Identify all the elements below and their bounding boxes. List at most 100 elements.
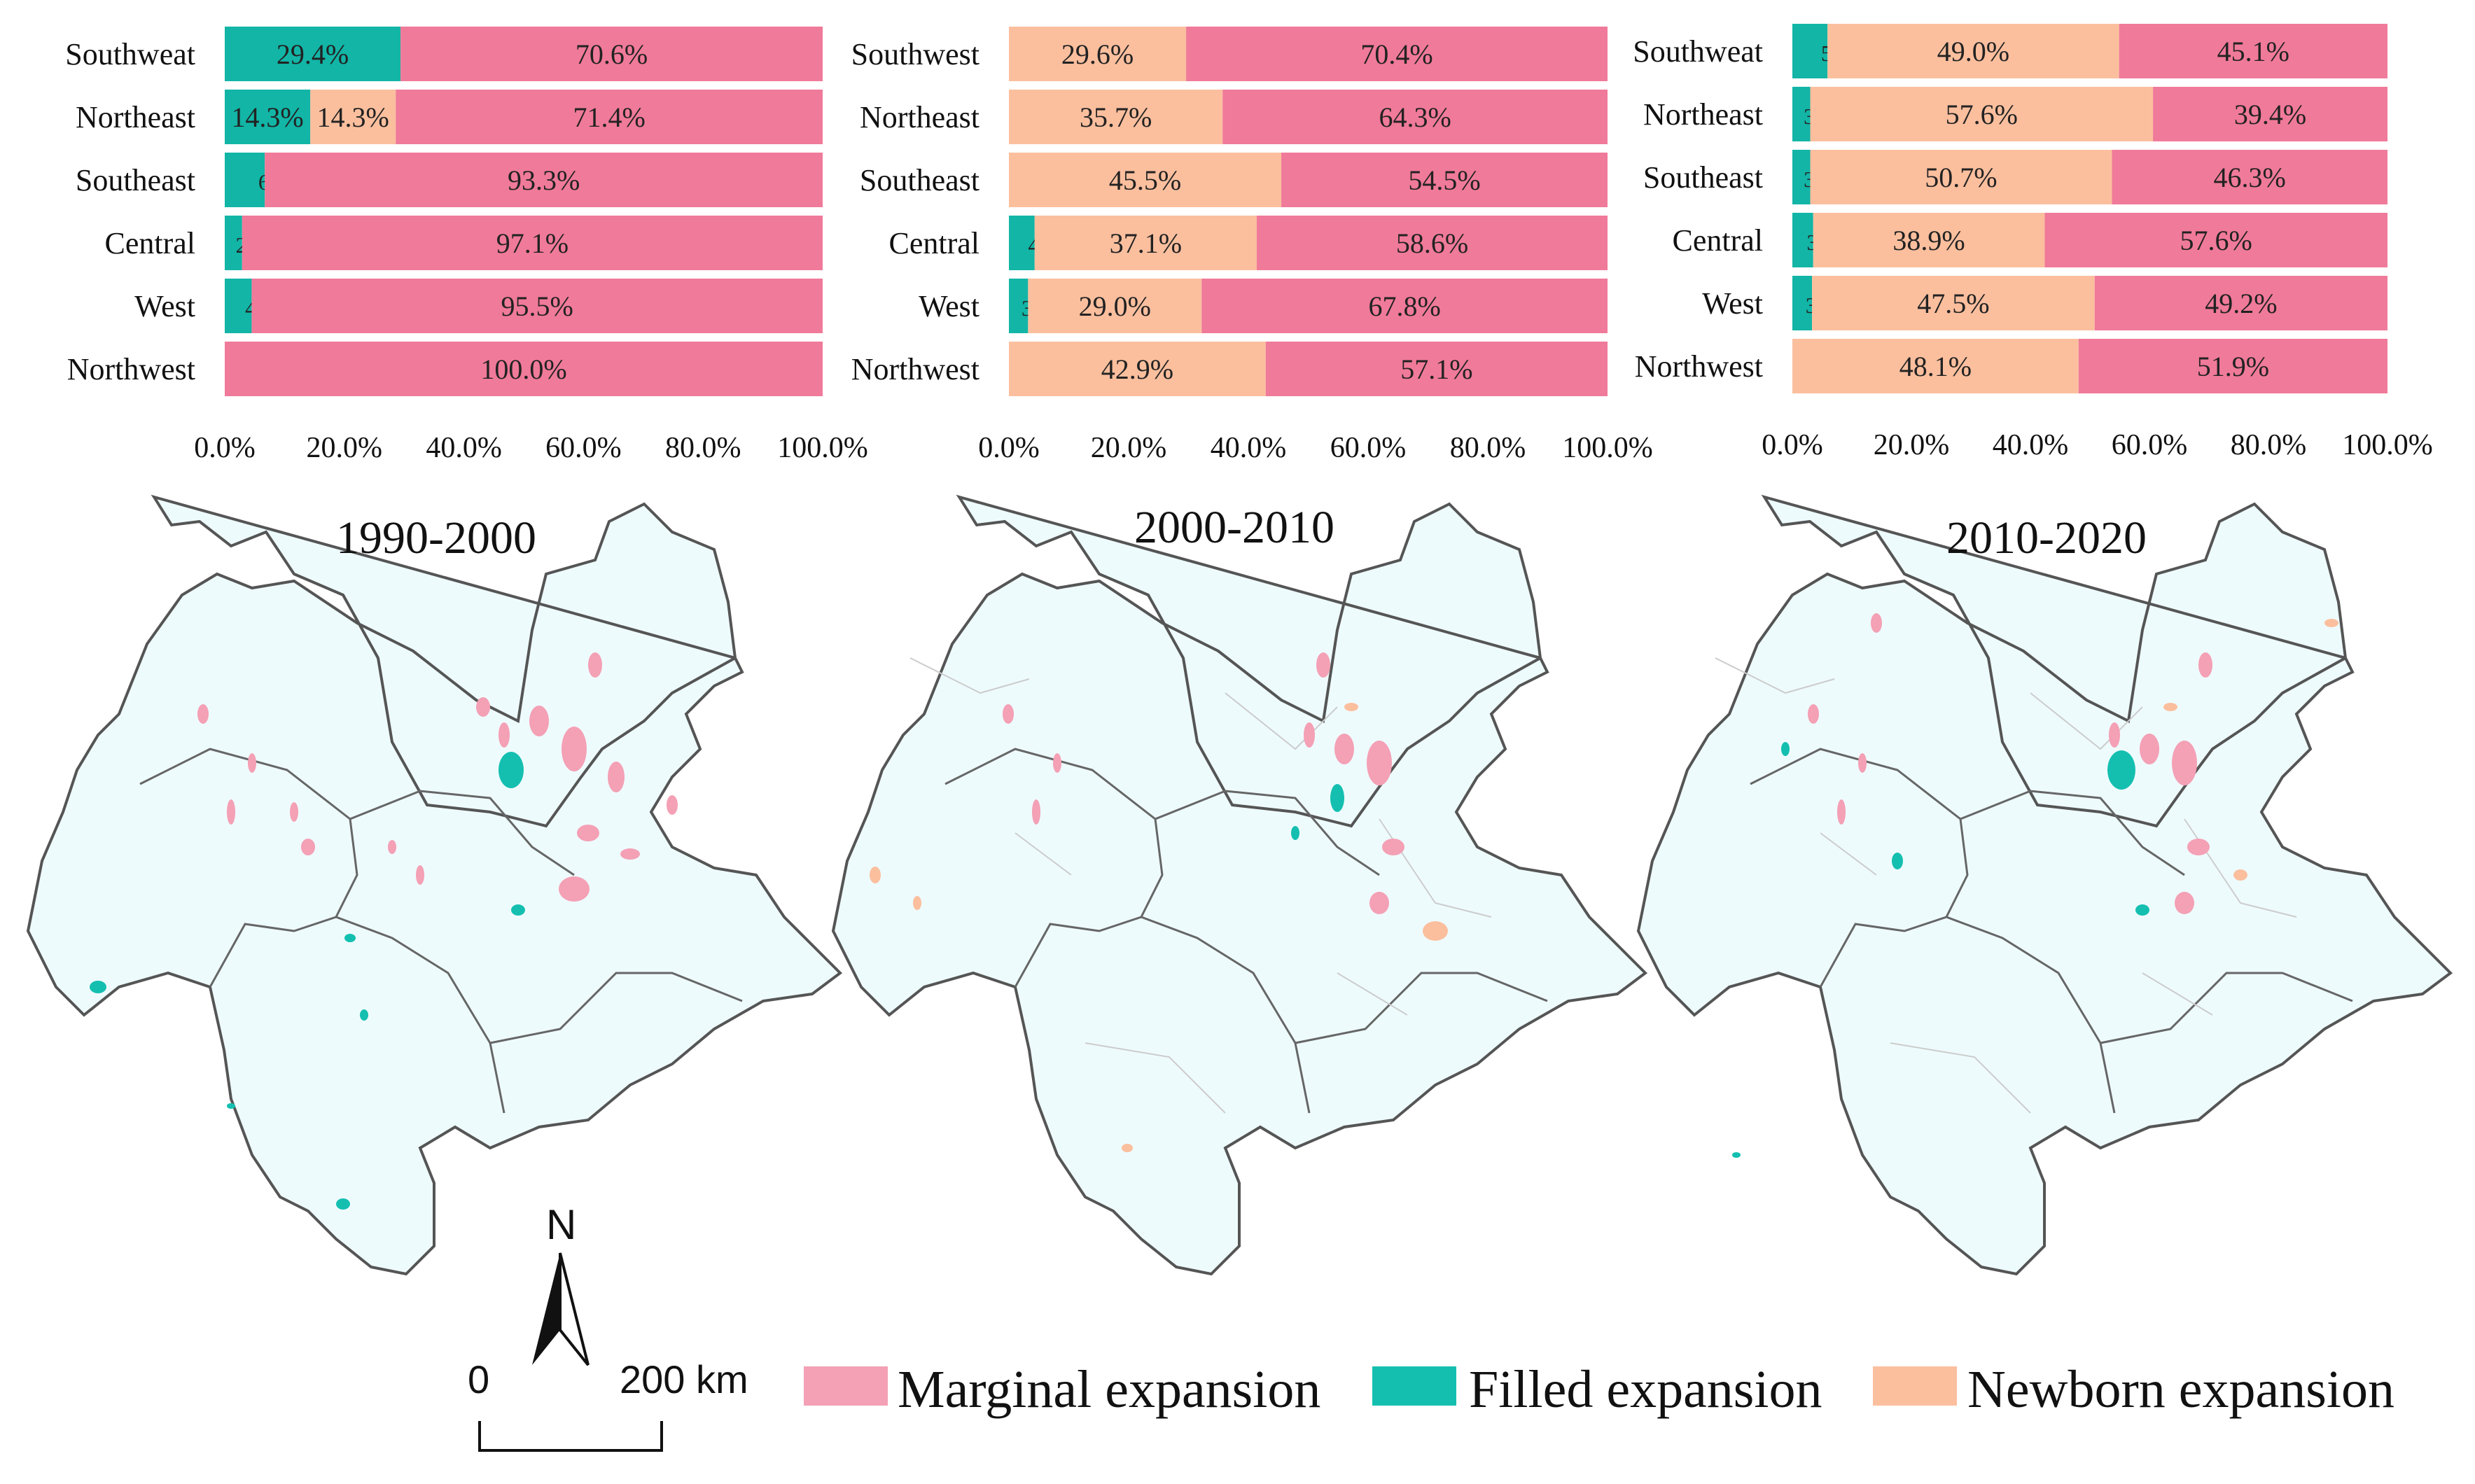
tick-label: 40.0% (426, 432, 502, 464)
category-label: Northwest (67, 352, 195, 386)
bar-segment-filled-expansion (225, 153, 265, 207)
tick-label: 80.0% (1450, 432, 1526, 464)
bar-segment-filled-expansion (1792, 87, 1811, 141)
category-label: Central (104, 226, 195, 260)
data-label: 45.5% (1109, 164, 1181, 196)
data-label: 58.6% (1396, 227, 1468, 259)
tick-label: 20.0% (307, 432, 383, 464)
data-label: 57.1% (1400, 354, 1472, 385)
bar-segment-newborn-expansion (1810, 87, 2154, 141)
inner-borders (1750, 748, 2353, 1114)
data-label: 37.1% (1110, 227, 1182, 259)
yunnan-outline (1636, 494, 2453, 1276)
category-label: Central (888, 226, 979, 260)
north-label: N (546, 1201, 576, 1248)
tick-label: 80.0% (2231, 429, 2307, 461)
yunnan-outline (26, 494, 843, 1276)
bar-segment-newborn-expansion (1028, 279, 1202, 333)
bar-segment-filled-expansion (225, 216, 242, 270)
bar-segment-marginal-expansion (1222, 90, 1608, 144)
bar-segment-marginal-expansion (2078, 339, 2387, 393)
bar-segment-newborn-expansion (1827, 24, 2119, 78)
bar-segment-marginal-expansion (396, 90, 823, 144)
bar-segment-marginal-expansion (2119, 24, 2387, 78)
scale-bar: 0 200 km (468, 1357, 748, 1452)
data-label: 14.3% (317, 102, 389, 133)
bar-segment-filled-expansion (1792, 150, 1811, 204)
bar-segment-filled-expansion (225, 279, 252, 333)
category-label: Southwest (851, 37, 979, 71)
data-label: 39.4% (2234, 99, 2306, 130)
data-label: 54.5% (1408, 164, 1480, 196)
category-label: West (919, 289, 979, 323)
bar-segment-marginal-expansion (1265, 342, 1608, 396)
tick-label: 20.0% (1874, 429, 1950, 461)
inner-borders (139, 748, 743, 1114)
category-label: Southeast (76, 163, 195, 197)
category-label: Northeast (860, 100, 979, 134)
data-label: 97.1% (496, 227, 569, 259)
bar-segment-filled-expansion (1009, 216, 1035, 270)
data-label: 57.6% (2180, 225, 2252, 256)
county-borders (909, 657, 1492, 1114)
tick-label: 60.0% (1330, 432, 1407, 464)
bar-segment-marginal-expansion (225, 342, 823, 396)
bar-segment-marginal-expansion (242, 216, 823, 270)
legend-label-marginal: Marginal expansion (898, 1360, 1320, 1419)
category-label: Southweat (65, 37, 195, 71)
bar-segment-filled-expansion (225, 90, 311, 144)
bar-segment-marginal-expansion (2112, 150, 2387, 204)
north-arrow-right-icon (559, 1252, 590, 1366)
tick-label: 60.0% (545, 432, 622, 464)
data-label: 29.0% (1079, 290, 1151, 322)
expansion-patches (1732, 613, 2338, 1158)
category-label: Southweat (1633, 34, 1763, 69)
data-label: 46.3% (2214, 162, 2286, 193)
tick-label: 60.0% (2112, 429, 2188, 461)
legend-swatch-filled (1372, 1366, 1456, 1406)
data-label: 45.1% (2217, 36, 2289, 67)
bar-segment-filled-expansion (1792, 213, 1813, 267)
bar-segment-newborn-expansion (1009, 153, 1282, 207)
bar-segment-newborn-expansion (1009, 90, 1223, 144)
bar-segment-newborn-expansion (1009, 27, 1187, 81)
data-label: 57.6% (1946, 99, 2018, 130)
bar-segment-marginal-expansion (265, 153, 823, 207)
bar-segment-marginal-expansion (2044, 213, 2387, 267)
data-label: 67.8% (1368, 290, 1440, 322)
bar-segment-marginal-expansion (2153, 87, 2387, 141)
map-title-3: 2010-2020 (1946, 512, 2147, 564)
data-label: 95.5% (501, 290, 573, 322)
expansion-patches (870, 652, 1448, 1152)
data-label: 71.4% (573, 102, 645, 133)
data-label: 64.3% (1379, 102, 1451, 133)
north-arrow-left-icon (532, 1253, 560, 1365)
bar-segment-newborn-expansion (1813, 213, 2045, 267)
map-2000-2010: 2000-2010 (831, 494, 1648, 1276)
data-label: 100.0% (480, 354, 566, 385)
bar-segment-marginal-expansion (1201, 279, 1608, 333)
data-label: 48.1% (1899, 351, 1972, 382)
category-label: Northwest (851, 352, 979, 386)
data-label: 51.9% (2197, 351, 2269, 382)
bar-chart-2: Southwest 29.6% 70.4% Northeast 35.7% 64.3% So… (851, 27, 1653, 464)
bar-charts: Southweat 29.4% 70.6% Northeast 14.3% 14.3% 71… (65, 24, 2433, 464)
category-label: Northwest (1635, 349, 1763, 384)
yunnan-outline (831, 494, 1648, 1276)
category-label: West (1702, 286, 1763, 321)
bar-segment-filled-expansion (1009, 279, 1029, 333)
data-label: 38.9% (1892, 225, 1965, 256)
tick-label: 0.0% (194, 432, 256, 464)
bar-segment-newborn-expansion (1009, 342, 1266, 396)
data-label: 70.4% (1360, 38, 1432, 70)
bar-chart-3: Southweat5.9%49.0%45.1%Northeast3.0%57.6… (1633, 24, 2433, 461)
bar-segment-newborn-expansion (1812, 276, 2095, 330)
data-label: 47.5% (1917, 288, 1989, 319)
tick-label: 0.0% (1762, 429, 1823, 461)
data-label: 14.3% (231, 102, 303, 133)
expansion-patches (90, 652, 678, 1210)
bar-segment-marginal-expansion (400, 27, 823, 81)
data-label: 35.7% (1080, 102, 1152, 133)
data-label: 29.4% (277, 38, 349, 70)
